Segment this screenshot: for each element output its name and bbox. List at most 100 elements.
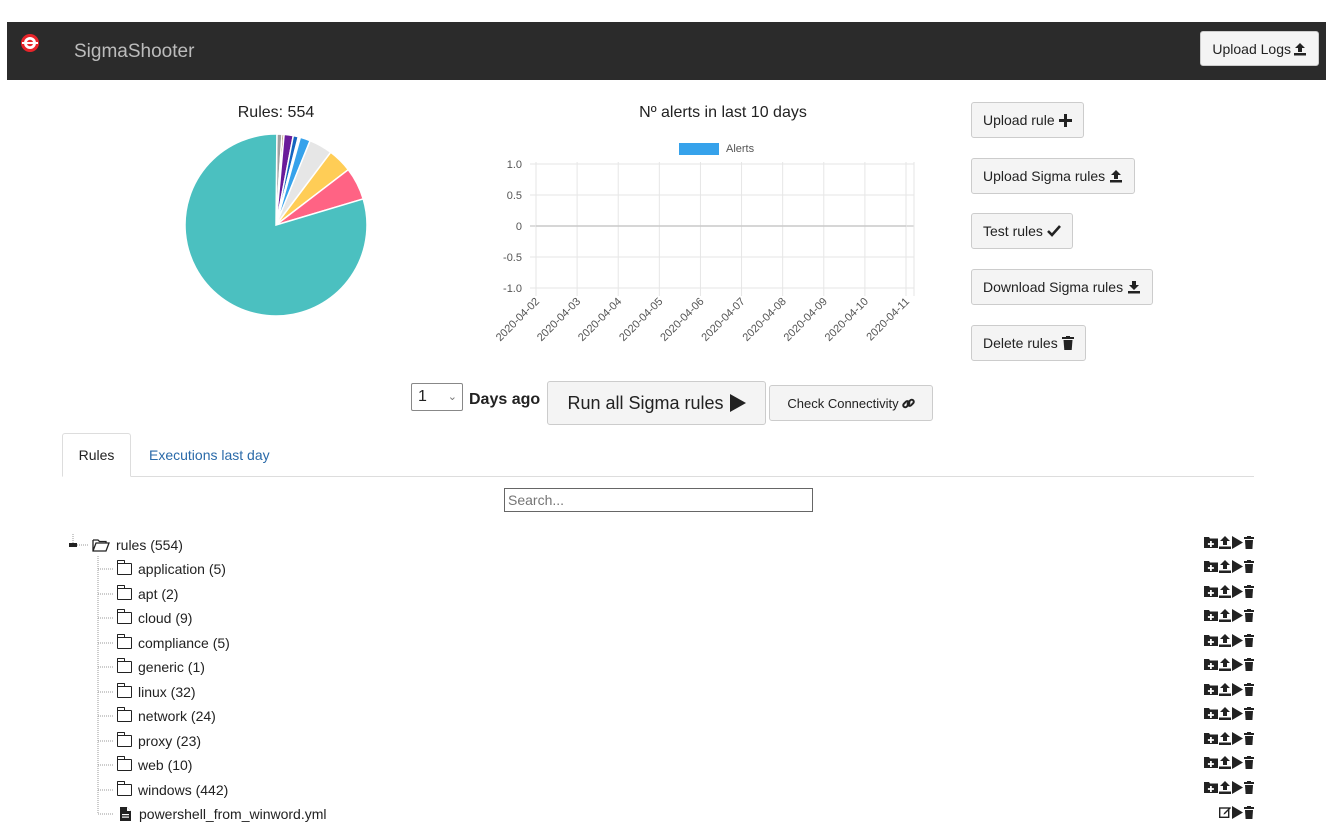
tree-item-label: proxy (23) [138, 733, 202, 749]
trash-icon[interactable] [1244, 755, 1254, 769]
upload-icon[interactable] [1219, 731, 1231, 745]
play-icon[interactable] [1232, 780, 1243, 794]
check-connectivity-button[interactable]: Check Connectivity [769, 385, 933, 421]
trash-icon[interactable] [1244, 805, 1254, 819]
upload-icon[interactable] [1219, 535, 1231, 549]
y-tick-label: 0.5 [507, 190, 522, 202]
target-logo-icon [21, 34, 39, 52]
test-rules-button[interactable]: Test rules [971, 213, 1073, 249]
trash-icon[interactable] [1244, 706, 1254, 720]
trash-icon[interactable] [1244, 633, 1254, 647]
new-folder-icon[interactable] [1204, 634, 1218, 646]
trash-icon[interactable] [1244, 657, 1254, 671]
play-icon[interactable] [1232, 706, 1243, 720]
tree-item-generic[interactable]: generic (1) [116, 657, 205, 677]
tree-item-windows[interactable]: windows (442) [116, 780, 228, 800]
trash-icon[interactable] [1244, 559, 1254, 573]
new-folder-icon[interactable] [1204, 683, 1218, 695]
upload-icon[interactable] [1219, 633, 1231, 647]
upload-icon[interactable] [1219, 780, 1231, 794]
folder-icon [116, 707, 132, 722]
edit-icon[interactable] [1219, 806, 1231, 818]
new-folder-icon[interactable] [1204, 707, 1218, 719]
upload-icon[interactable] [1219, 608, 1231, 622]
upload-icon[interactable] [1219, 682, 1231, 696]
new-folder-icon[interactable] [1204, 781, 1218, 793]
new-folder-icon[interactable] [1204, 560, 1218, 572]
row-actions [1204, 730, 1254, 746]
trash-icon[interactable] [1244, 608, 1254, 622]
trash-icon[interactable] [1244, 535, 1254, 549]
upload-rule-button[interactable]: Upload rule [971, 102, 1084, 138]
tree-item-label: apt (2) [138, 586, 179, 602]
search-input[interactable] [504, 488, 813, 512]
new-folder-icon[interactable] [1204, 756, 1218, 768]
tree-item-application[interactable]: application (5) [116, 559, 226, 579]
tree-item-apt[interactable]: apt (2) [116, 584, 179, 604]
tree-item-powershell-file[interactable]: powershell_from_winword.yml [120, 804, 327, 824]
row-actions [1204, 656, 1254, 672]
y-tick-label: -0.5 [503, 252, 522, 264]
trash-icon[interactable] [1244, 780, 1254, 794]
y-tick-label: 1.0 [507, 159, 522, 171]
upload-logs-button[interactable]: Upload Logs [1200, 31, 1319, 66]
play-icon[interactable] [1232, 682, 1243, 696]
alerts-chart-title: Nº alerts in last 10 days [639, 104, 807, 121]
tree-item-label: generic (1) [138, 659, 205, 675]
check-icon [1047, 225, 1061, 237]
play-icon[interactable] [1232, 559, 1243, 573]
app-title: SigmaShooter [74, 41, 195, 62]
new-folder-icon[interactable] [1204, 536, 1218, 548]
upload-icon[interactable] [1219, 559, 1231, 573]
tree-item-web[interactable]: web (10) [116, 755, 192, 775]
tree-item-proxy[interactable]: proxy (23) [116, 731, 202, 751]
x-tick-label: 2020-04-11 [864, 296, 912, 344]
row-actions [1204, 558, 1254, 574]
tree-item-cloud[interactable]: cloud (9) [116, 608, 192, 628]
tree-item-linux[interactable]: linux (32) [116, 682, 196, 702]
tree-item-label: application (5) [138, 561, 226, 577]
folder-icon [116, 732, 132, 747]
upload-icon[interactable] [1219, 584, 1231, 598]
new-folder-icon[interactable] [1204, 658, 1218, 670]
play-icon[interactable] [1232, 535, 1243, 549]
new-folder-icon[interactable] [1204, 585, 1218, 597]
upload-sigma-rules-button[interactable]: Upload Sigma rules [971, 158, 1136, 194]
rules-pie-chart [184, 133, 368, 317]
folder-icon [116, 683, 132, 698]
play-icon[interactable] [1232, 731, 1243, 745]
download-sigma-rules-button[interactable]: Download Sigma rules [971, 269, 1154, 305]
run-all-sigma-rules-button[interactable]: Run all Sigma rules [547, 381, 766, 425]
upload-icon[interactable] [1219, 657, 1231, 671]
tree-item-network[interactable]: network (24) [116, 706, 216, 726]
folder-icon [116, 781, 132, 796]
tree-item-compliance[interactable]: compliance (5) [116, 633, 230, 653]
trash-icon[interactable] [1244, 682, 1254, 696]
play-icon[interactable] [1232, 755, 1243, 769]
tab-executions-last-day[interactable]: Executions last day [149, 447, 270, 463]
play-icon[interactable] [1232, 608, 1243, 622]
trash-icon[interactable] [1244, 731, 1254, 745]
folder-icon [116, 756, 132, 771]
new-folder-icon[interactable] [1204, 609, 1218, 621]
play-icon[interactable] [1232, 657, 1243, 671]
pie-slice-windows [184, 133, 368, 317]
y-tick-label: 0 [516, 221, 522, 233]
rules-chart-title: Rules: 554 [237, 104, 315, 121]
days-ago-value: 1 [418, 388, 427, 405]
upload-icon[interactable] [1219, 706, 1231, 720]
play-icon[interactable] [1232, 633, 1243, 647]
play-icon[interactable] [1232, 584, 1243, 598]
delete-rules-button[interactable]: Delete rules [971, 325, 1086, 361]
upload-icon[interactable] [1219, 755, 1231, 769]
trash-icon[interactable] [1244, 584, 1254, 598]
tree-item-label: linux (32) [138, 684, 196, 700]
tree-root-label: rules (554) [116, 537, 183, 553]
new-folder-icon[interactable] [1204, 732, 1218, 744]
tree-root[interactable]: rules (554) [92, 535, 183, 555]
days-ago-select[interactable]: 1 ⌄ [411, 383, 463, 411]
tab-rules[interactable]: Rules [62, 433, 131, 477]
play-icon[interactable] [1232, 805, 1243, 819]
play-icon [729, 394, 746, 412]
download-icon [1127, 280, 1141, 294]
